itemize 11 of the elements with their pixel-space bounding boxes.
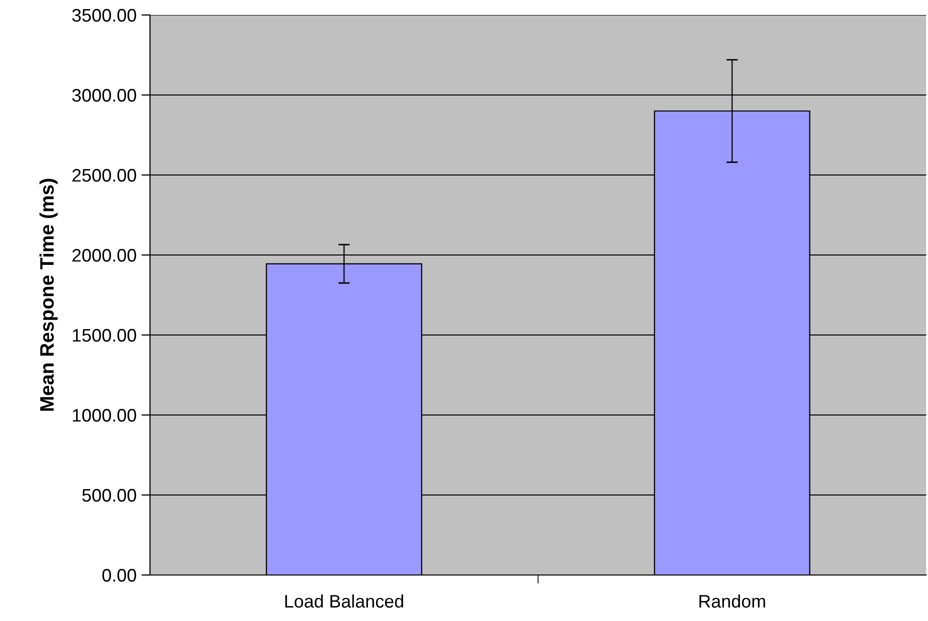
y-tick-label: 2000.00	[72, 248, 136, 262]
y-tick-label: 1000.00	[72, 408, 136, 422]
y-tick-label: 0.00	[102, 568, 136, 582]
y-axis-title: Mean Respone Time (ms)	[40, 178, 58, 411]
y-tick-label: 3500.00	[72, 8, 136, 22]
y-tick-label: 500.00	[82, 488, 136, 502]
y-tick-label: 2500.00	[72, 168, 136, 182]
y-tick-label: 1500.00	[72, 328, 136, 342]
x-tick-label: Random	[699, 594, 766, 608]
x-tick-label: Load Balanced	[285, 594, 404, 608]
y-tick-label: 3000.00	[72, 88, 136, 102]
